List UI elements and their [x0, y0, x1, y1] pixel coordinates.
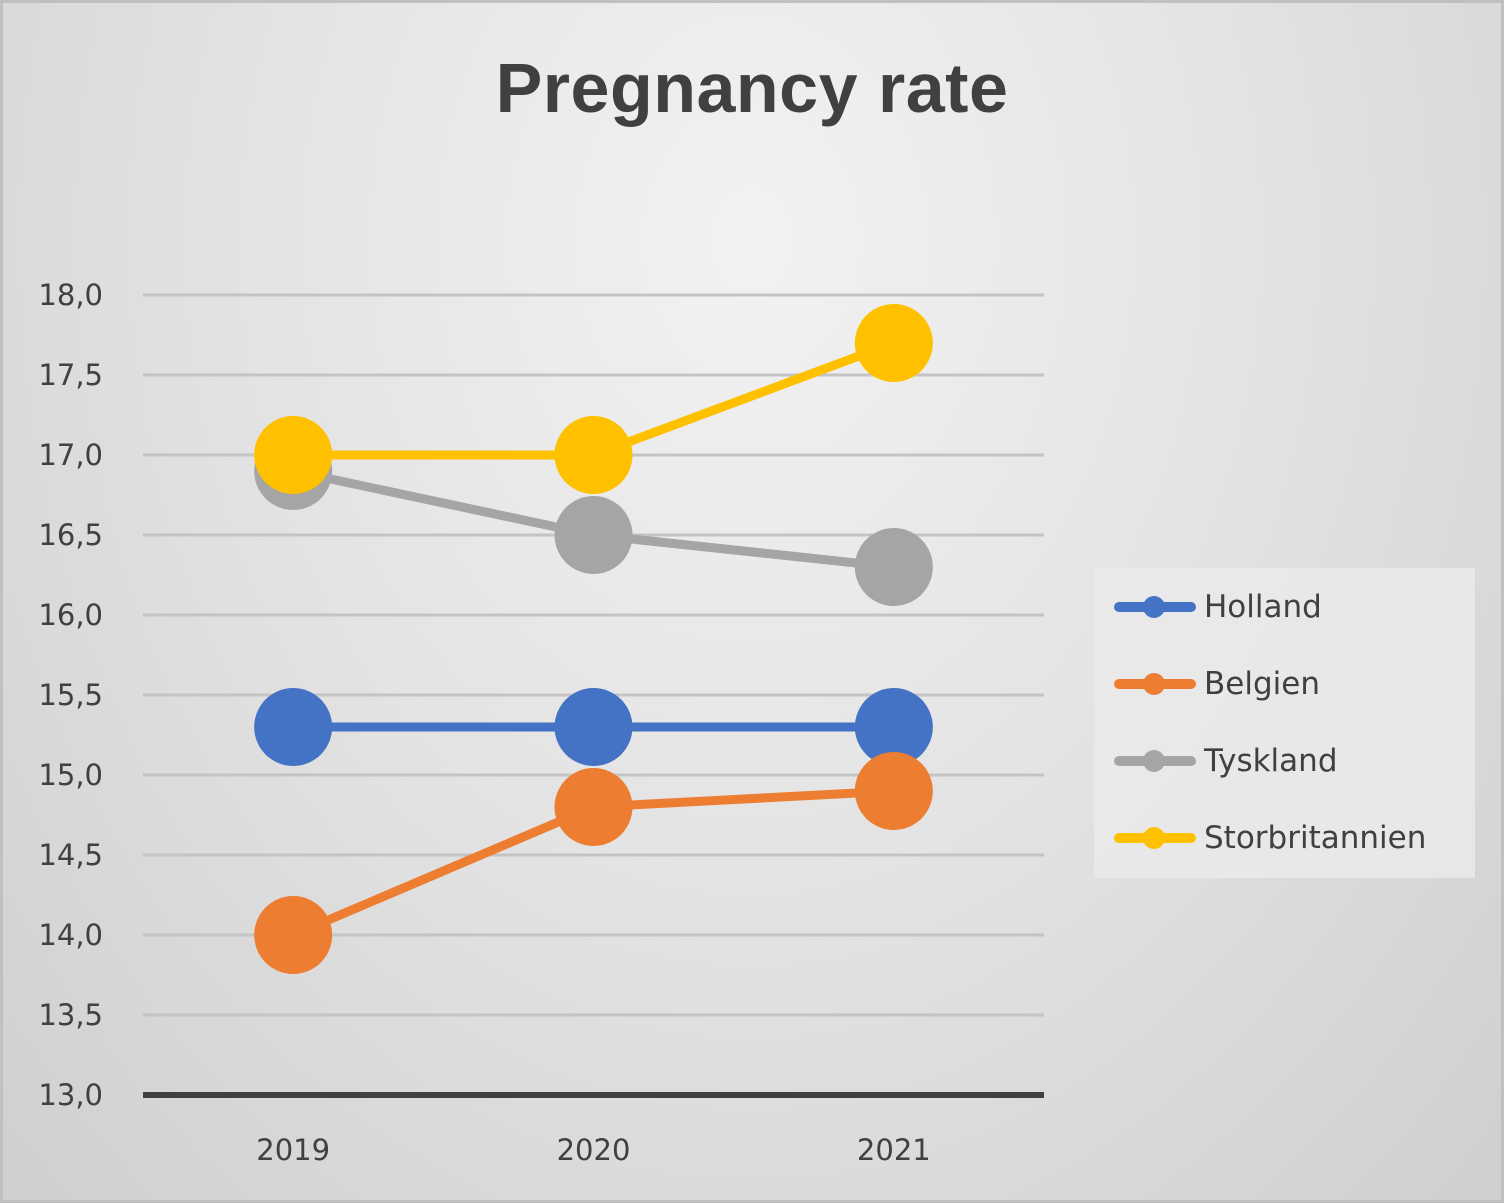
- x-tick-label: 2021: [857, 1133, 931, 1167]
- legend-dot: [1143, 673, 1165, 695]
- legend-label: Tyskland: [1204, 743, 1338, 779]
- y-tick-label: 16,0: [38, 598, 103, 632]
- data-point[interactable]: [554, 768, 633, 846]
- y-tick-label: 14,5: [38, 838, 103, 872]
- legend-item-holland[interactable]: Holland: [1110, 587, 1322, 627]
- legend-dot: [1143, 596, 1165, 618]
- y-tick-label: 17,0: [38, 438, 103, 472]
- data-point[interactable]: [254, 416, 333, 494]
- legend-label: Belgien: [1204, 666, 1320, 702]
- x-tick-label: 2020: [557, 1133, 631, 1167]
- data-point[interactable]: [254, 688, 333, 766]
- x-axis-ticks: 2019 2020 2021: [256, 1133, 930, 1167]
- y-axis-ticks: 13,0 13,5 14,0 14,5 15,0 15,5 16,0 16,5 17,0 17,5…: [38, 278, 103, 1112]
- legend-dot: [1143, 750, 1165, 772]
- legend-item-storbritannien[interactable]: Storbritannien: [1110, 818, 1426, 858]
- y-tick-label: 13,5: [38, 998, 103, 1032]
- y-tick-label: 15,5: [38, 678, 103, 712]
- data-point[interactable]: [854, 752, 933, 830]
- legend: Holland Belgien Tyskland Storbritannien: [1094, 568, 1475, 878]
- x-tick-label: 2019: [256, 1133, 330, 1167]
- legend-dot: [1143, 827, 1165, 849]
- series-holland: [254, 688, 933, 766]
- data-point[interactable]: [554, 688, 633, 766]
- data-point[interactable]: [254, 896, 333, 974]
- data-point[interactable]: [554, 496, 633, 574]
- data-point[interactable]: [854, 304, 933, 382]
- series-tyskland: [254, 432, 933, 606]
- y-tick-label: 18,0: [38, 278, 103, 312]
- data-point[interactable]: [854, 688, 933, 766]
- y-tick-label: 17,5: [38, 358, 103, 392]
- series-group: [254, 304, 933, 974]
- data-point[interactable]: [854, 528, 933, 606]
- data-point[interactable]: [554, 416, 633, 494]
- chart-title: Pregnancy rate: [495, 49, 1009, 127]
- legend-item-belgien[interactable]: Belgien: [1110, 664, 1320, 704]
- series-belgien: [254, 752, 933, 974]
- legend-label: Storbritannien: [1204, 820, 1427, 856]
- y-tick-label: 15,0: [38, 758, 103, 792]
- legend-label: Holland: [1204, 589, 1322, 625]
- legend-marker-icon: [1110, 818, 1200, 858]
- series-storbritannien: [254, 304, 933, 494]
- y-tick-label: 13,0: [38, 1078, 103, 1112]
- y-tick-label: 14,0: [38, 918, 103, 952]
- legend-marker-icon: [1110, 741, 1200, 781]
- legend-marker-icon: [1110, 664, 1200, 704]
- legend-item-tyskland[interactable]: Tyskland: [1110, 741, 1338, 781]
- legend-marker-icon: [1110, 587, 1200, 627]
- y-tick-label: 16,5: [38, 518, 103, 552]
